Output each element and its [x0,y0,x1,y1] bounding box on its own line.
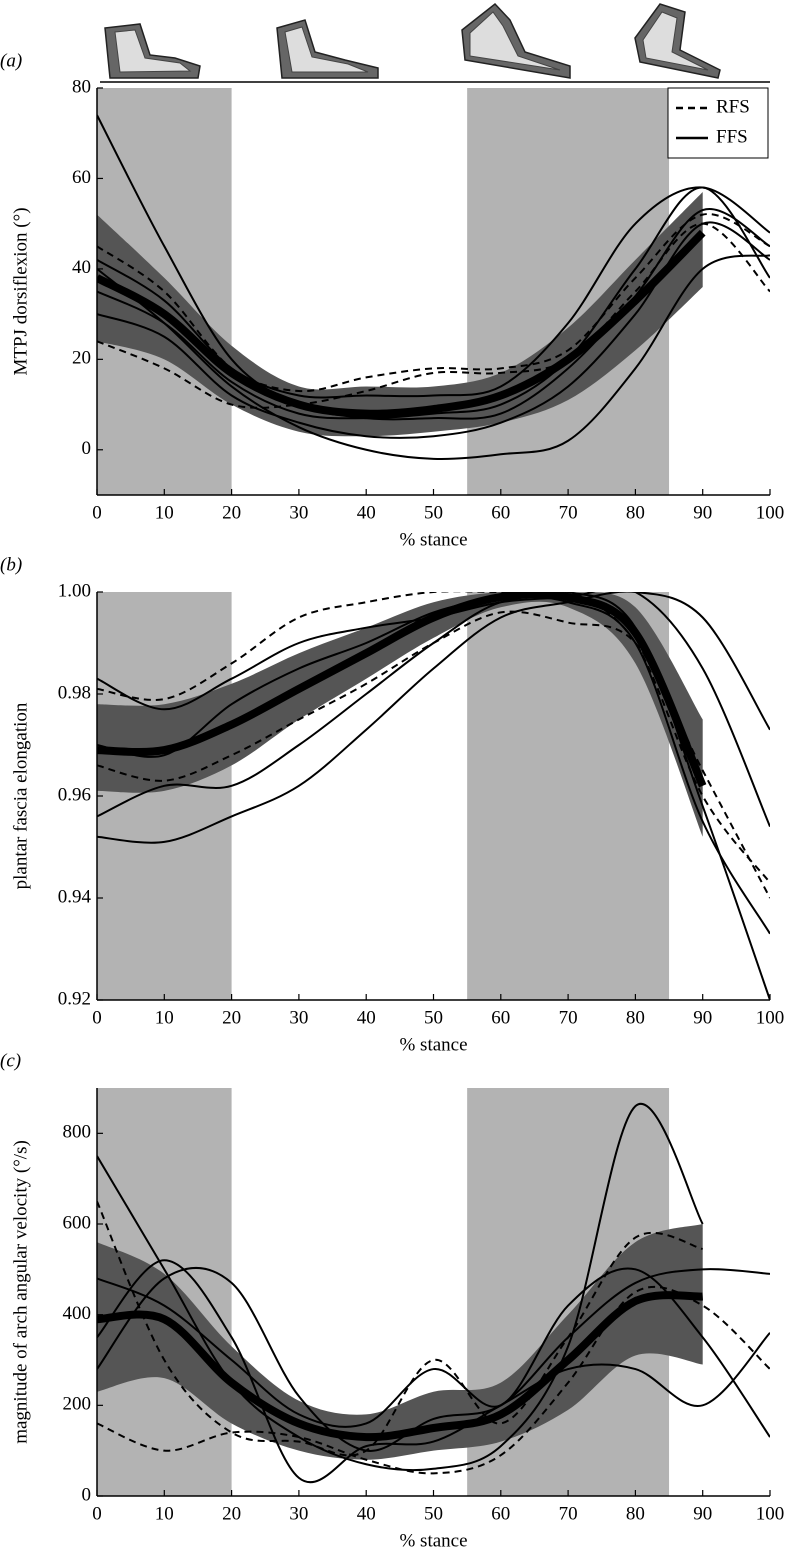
x-tick-label: 50 [424,502,443,523]
x-axis-label: % stance [399,1034,467,1055]
y-tick-label: 400 [63,1303,92,1324]
x-tick-label: 70 [559,1503,578,1524]
y-tick-label: 200 [63,1394,92,1415]
trial-line [97,213,770,393]
mean-line [97,229,706,418]
trial-line [97,1102,704,1472]
x-tick-label: 30 [289,1503,308,1524]
x-tick-label: 40 [357,502,376,523]
y-tick-label: 20 [72,348,91,369]
x-tick-label: 30 [289,1007,308,1028]
panel: 0.92 0.94 0.96 0.98 1.00 0 10 20 30 40 50 60 70 80 90 1… [0,554,784,1055]
x-tick-label: 80 [626,502,645,523]
y-tick-label: 80 [72,76,91,97]
y-tick-label: 0 [82,438,92,459]
y-axis-label: plantar fascia elongation [10,702,31,889]
y-tick-label: 0 [82,1484,92,1505]
panel: 0 20 40 60 80 0 10 20 30 40 50 60 70 80 90 100 % stance M… [0,50,784,550]
panel-label: (c) [0,1050,21,1071]
x-tick-label: 100 [756,502,785,523]
x-tick-label: 20 [222,502,241,523]
x-tick-label: 40 [357,1503,376,1524]
trial-line [97,1259,770,1484]
y-tick-label: 600 [63,1212,92,1233]
x-tick-label: 70 [559,1007,578,1028]
y-tick-label: 0.96 [58,784,91,805]
mean-line [97,1291,703,1442]
x-tick-label: 60 [491,502,510,523]
y-axis-label: magnitude of arch angular velocity (°/s) [10,1140,31,1444]
legend-label: RFS [716,96,750,117]
trial-line [97,592,770,844]
x-tick-label: 30 [289,502,308,523]
x-tick-label: 10 [155,1007,174,1028]
x-axis-label: % stance [399,529,467,550]
mean-line [97,592,707,788]
x-tick-label: 0 [92,1503,102,1524]
trial-line [97,254,770,460]
x-tick-label: 0 [92,502,102,523]
x-tick-label: 100 [756,1007,785,1028]
x-tick-label: 0 [92,1007,102,1028]
y-tick-label: 0.98 [58,682,91,703]
x-tick-label: 50 [424,1503,443,1524]
y-tick-label: 0.92 [58,988,91,1009]
plot-area [97,592,770,1000]
trial-line [97,1266,770,1452]
x-tick-label: 50 [424,1007,443,1028]
panel-label: (b) [0,554,22,575]
x-tick-label: 90 [693,1007,712,1028]
foot-icons [100,2,770,83]
y-tick-label: 800 [63,1122,92,1143]
panel: 0 200 400 600 800 0 10 20 30 40 50 60 70 80 90 100 % sta… [0,1050,784,1551]
x-tick-label: 10 [155,1503,174,1524]
legend-box [667,87,769,159]
x-tick-label: 70 [559,502,578,523]
y-axis-label: MTPJ dorsiflexion (°) [10,207,31,375]
y-tick-label: 60 [72,167,91,188]
x-tick-label: 60 [491,1007,510,1028]
legend-label: FFS [716,126,748,147]
x-tick-label: 20 [222,1503,241,1524]
plot-area [97,88,770,495]
y-tick-label: 1.00 [58,580,91,601]
y-tick-label: 0.94 [58,886,92,907]
trial-line [97,222,770,409]
trial-line [97,592,770,884]
x-tick-label: 100 [756,1503,785,1524]
x-tick-label: 80 [626,1007,645,1028]
trial-line [97,596,770,935]
x-tick-label: 10 [155,502,174,523]
trial-line [97,186,770,420]
trial-line [97,1200,703,1457]
y-tick-label: 40 [72,257,91,278]
x-tick-label: 90 [693,1503,712,1524]
trial-line [97,1267,770,1438]
shaded-region [97,592,232,1000]
x-tick-label: 20 [222,1007,241,1028]
trial-line [97,186,770,399]
x-tick-label: 90 [693,502,712,523]
x-axis-label: % stance [399,1530,467,1551]
panel-label: (a) [0,50,22,71]
trial-line [97,114,770,421]
plot-area [97,1088,770,1496]
x-tick-label: 40 [357,1007,376,1028]
x-tick-label: 60 [491,1503,510,1524]
x-tick-label: 80 [626,1503,645,1524]
